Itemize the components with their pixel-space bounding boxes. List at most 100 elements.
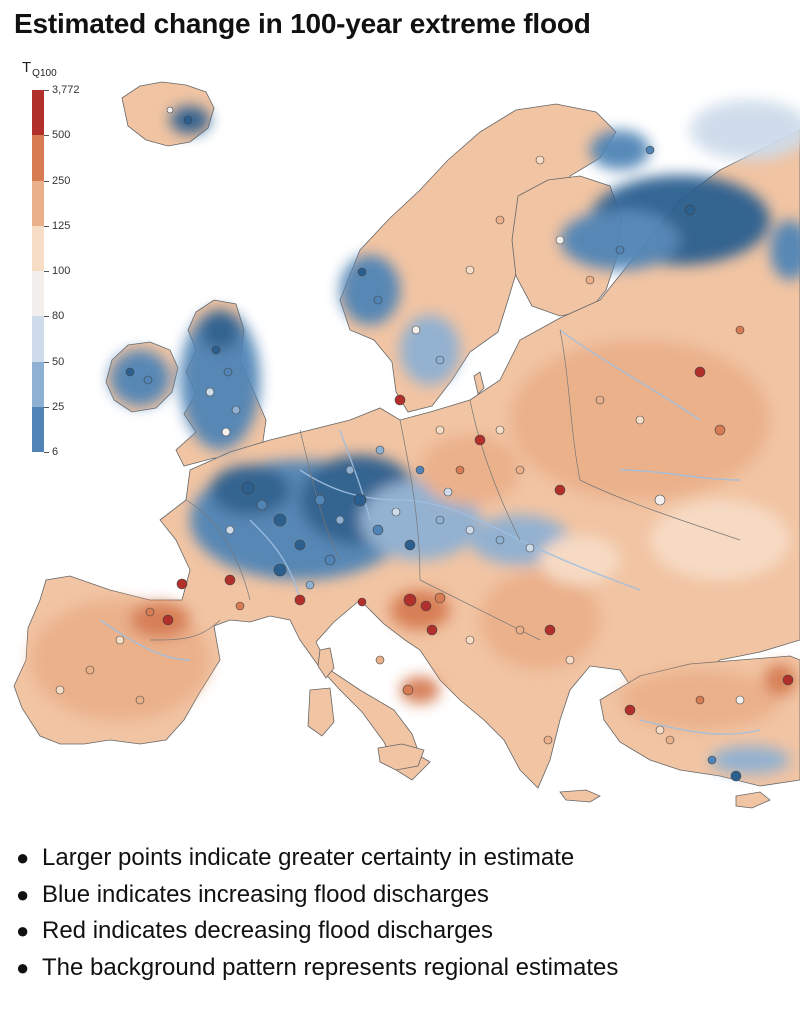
- station-point: [115, 635, 125, 645]
- station-point: [443, 487, 453, 497]
- legend-color-segment: [32, 316, 44, 362]
- legend-tick-label: 25: [52, 400, 65, 413]
- legend-tick-label: 125: [52, 219, 71, 232]
- station-point: [495, 215, 505, 225]
- legend-tick-label: 80: [52, 310, 65, 323]
- station-point: [235, 601, 245, 611]
- bullet-icon: ●: [16, 954, 30, 980]
- station-point: [655, 725, 665, 735]
- legend-heading-sub: Q100: [32, 68, 57, 79]
- station-point: [714, 424, 726, 436]
- station-point: [465, 525, 475, 535]
- cyprus: [735, 791, 771, 809]
- legend-tick-mark: [44, 271, 49, 272]
- station-point: [515, 465, 525, 475]
- station-point: [221, 427, 231, 437]
- legend-color-segment: [32, 406, 44, 452]
- station-point: [345, 465, 355, 475]
- station-point: [624, 704, 636, 716]
- station-point: [694, 366, 706, 378]
- station-point: [402, 684, 414, 696]
- station-point: [166, 106, 174, 114]
- station-point: [223, 367, 233, 377]
- station-point: [465, 635, 475, 645]
- station-point: [543, 735, 553, 745]
- station-point: [555, 235, 565, 245]
- station-point: [391, 507, 401, 517]
- station-point: [434, 592, 446, 604]
- notes-list: ● Larger points indicate greater certaint…: [16, 840, 618, 986]
- crete: [559, 789, 601, 803]
- station-point: [465, 265, 475, 275]
- station-point: [324, 554, 336, 566]
- station-point: [162, 614, 174, 626]
- station-point: [294, 594, 306, 606]
- station-point: [426, 624, 438, 636]
- station-point: [415, 465, 425, 475]
- station-point: [565, 655, 575, 665]
- station-point: [435, 355, 445, 365]
- note-text: Blue indicates increasing flood discharg…: [42, 880, 489, 908]
- station-point: [595, 395, 605, 405]
- bullet-icon: ●: [16, 918, 30, 943]
- station-point: [314, 494, 326, 506]
- europe-flood-map: [13, 81, 800, 809]
- station-point: [495, 425, 505, 435]
- station-point: [782, 674, 794, 686]
- station-point: [615, 245, 625, 255]
- station-point: [635, 415, 645, 425]
- station-point: [225, 525, 235, 535]
- station-point: [373, 295, 383, 305]
- note-item: ● Blue indicates increasing flood dischar…: [16, 877, 618, 914]
- station-point: [55, 685, 65, 695]
- bullet-icon: ●: [16, 881, 30, 907]
- legend-tick-mark: [44, 90, 49, 91]
- rivers: [99, 329, 761, 735]
- station-point: [474, 434, 486, 446]
- note-text: The background pattern represents region…: [42, 953, 619, 981]
- note-item: ● Red indicates decreasing flood discharg…: [16, 913, 618, 950]
- station-point: [684, 204, 696, 216]
- station-point: [353, 493, 367, 507]
- legend-color-segment: [32, 225, 44, 271]
- station-point: [256, 499, 268, 511]
- legend-heading: TQ100: [22, 59, 57, 79]
- station-point: [183, 115, 193, 125]
- legend-tick-mark: [44, 316, 49, 318]
- station-point: [735, 325, 745, 335]
- station-point: [357, 267, 367, 277]
- map-title: Estimated change in 100-year extreme flo…: [14, 8, 591, 39]
- legend-tick-mark: [44, 135, 49, 137]
- note-text: Larger points indicate greater certainty…: [42, 844, 575, 871]
- station-point: [665, 735, 675, 745]
- legend-color-segment: [32, 271, 44, 317]
- sicily: [377, 743, 425, 771]
- station-point: [205, 387, 215, 397]
- station-point: [554, 484, 566, 496]
- station-point: [241, 481, 255, 495]
- legend-heading-main: T: [22, 59, 32, 76]
- station-point: [515, 625, 525, 635]
- station-point: [224, 574, 236, 586]
- station-point: [544, 624, 556, 636]
- legend-tick-label: 6: [52, 446, 59, 458]
- station-point: [730, 770, 742, 782]
- legend-tick-label: 50: [52, 355, 65, 368]
- legend-tick-mark: [44, 225, 49, 227]
- note-text: Red indicates decreasing flood discharge…: [42, 917, 493, 944]
- legend-tick-label: 100: [52, 265, 71, 277]
- station-point: [645, 145, 655, 155]
- legend-color-segment: [32, 135, 44, 181]
- station-point: [411, 325, 421, 335]
- station-point: [654, 494, 666, 506]
- station-point: [135, 695, 145, 705]
- note-item: ● The background pattern represents regio…: [16, 950, 618, 987]
- legend-tick-mark: [44, 180, 49, 182]
- station-point: [273, 563, 287, 577]
- station-point: [294, 539, 306, 551]
- station-point: [535, 155, 545, 165]
- legend-color-segment: [32, 180, 44, 226]
- station-point: [585, 275, 595, 285]
- station-point: [495, 535, 505, 545]
- station-point: [125, 367, 135, 377]
